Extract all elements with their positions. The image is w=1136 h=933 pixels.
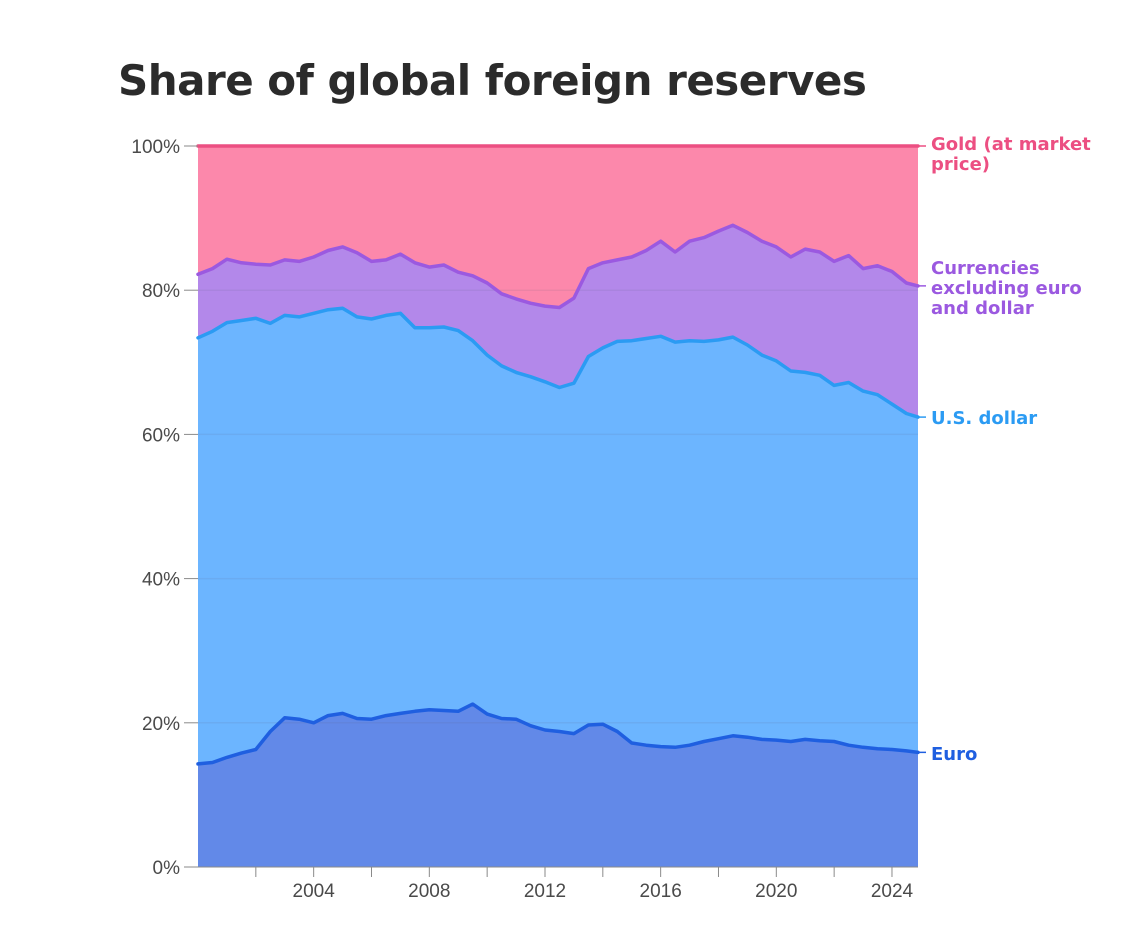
series-labels: Euro U.S. dollar Currencies excluding euro a…	[918, 134, 1091, 765]
area-euro	[198, 704, 918, 867]
line-u-s-dollar	[196, 306, 920, 419]
series-label-currencies-excluding-euro-and-dollar: Currencies excluding euro and dollar	[931, 258, 1082, 319]
line-euro	[196, 702, 920, 766]
x-tick-label-2012: 2012	[524, 881, 566, 902]
y-tick-label-20: 20%	[142, 714, 180, 735]
y-tick-label-0: 0%	[153, 858, 181, 879]
series-lines	[196, 144, 920, 766]
series-label-u-s-dollar: U.S. dollar	[931, 408, 1037, 429]
y-tick-label-100: 100%	[131, 137, 180, 158]
y-tick-label-60: 60%	[142, 425, 180, 446]
x-tick-label-2024: 2024	[871, 881, 914, 902]
x-tick-label-2004: 2004	[293, 881, 336, 902]
series-label-gold-at-market-price: Gold (at market price)	[931, 134, 1091, 175]
area-currencies-excluding-euro-and-dollar	[198, 225, 918, 418]
series-label-euro: Euro	[931, 744, 977, 765]
chart-title: Share of global foreign reserves	[118, 56, 867, 105]
x-tick-label-2008: 2008	[408, 881, 450, 902]
area-u-s-dollar	[198, 308, 918, 764]
y-tick-label-40: 40%	[142, 570, 180, 591]
y-tick-label-80: 80%	[142, 281, 180, 302]
x-tick-label-2016: 2016	[640, 881, 682, 902]
axes: 0% 20% 40% 60% 80% 100% 2004 2008 2012 2016 2020 20…	[131, 137, 918, 902]
x-tick-label-2020: 2020	[755, 881, 797, 902]
areas-layer	[198, 146, 918, 867]
area-gold-at-market-price	[198, 146, 918, 308]
line-currencies-excluding-euro-and-dollar	[196, 223, 920, 310]
